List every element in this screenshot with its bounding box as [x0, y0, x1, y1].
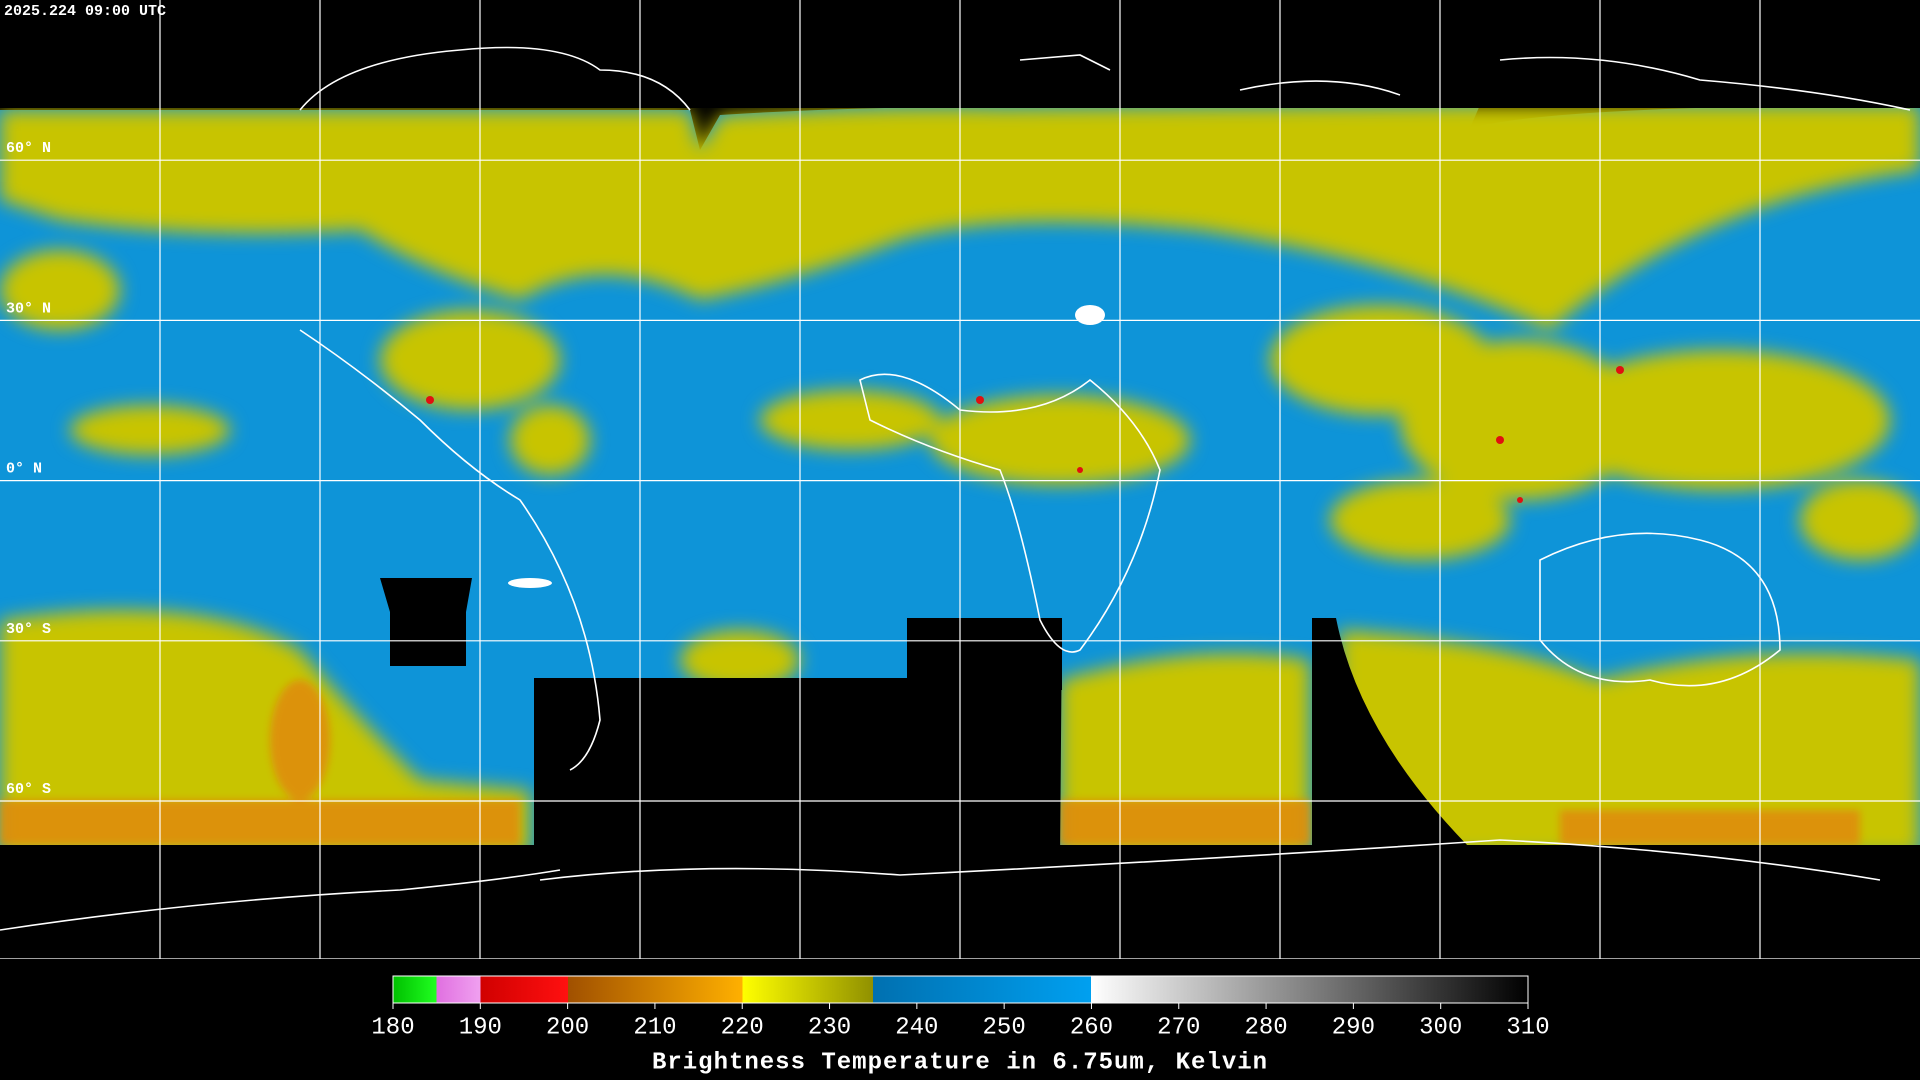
colorbar-tick-label: 220: [721, 1014, 764, 1041]
colorbar-tick-label: 290: [1332, 1014, 1375, 1041]
latitude-label: 30° S: [6, 621, 51, 638]
colorbar-tick-label: 270: [1157, 1014, 1200, 1041]
colorbar: [392, 975, 1529, 1004]
latitude-label: 60° S: [6, 781, 51, 798]
colorbar-title: Brightness Temperature in 6.75um, Kelvin: [652, 1049, 1268, 1076]
colorbar-tick-label: 190: [459, 1014, 502, 1041]
colorbar-ticks: 180 190 200 210 220 230 240 250 260 270 280 290 300 3…: [371, 1003, 1550, 1041]
colorbar-tick-label: 240: [895, 1014, 938, 1041]
colorbar-tick-label: 180: [371, 1014, 414, 1041]
latitude-label: 30° N: [6, 300, 51, 317]
colorbar-tick-label: 300: [1419, 1014, 1462, 1041]
coastlines: [0, 46, 1911, 931]
colorbar-tick-label: 280: [1244, 1014, 1287, 1041]
latitude-label: 0° N: [6, 461, 42, 478]
colorbar-tick-label: 230: [808, 1014, 851, 1041]
colorbar-tick-label: 250: [983, 1014, 1026, 1041]
colorbar-tick-label: 200: [546, 1014, 589, 1041]
timestamp: 2025.224 09:00 UTC: [4, 3, 166, 20]
latitude-labels: 60° N 30° N 0° N 30° S 60° S: [6, 140, 51, 798]
latitude-label: 60° N: [6, 140, 51, 157]
colorbar-tick-label: 260: [1070, 1014, 1113, 1041]
colorbar-tick-label: 310: [1506, 1014, 1549, 1041]
colorbar-tick-label: 210: [633, 1014, 676, 1041]
